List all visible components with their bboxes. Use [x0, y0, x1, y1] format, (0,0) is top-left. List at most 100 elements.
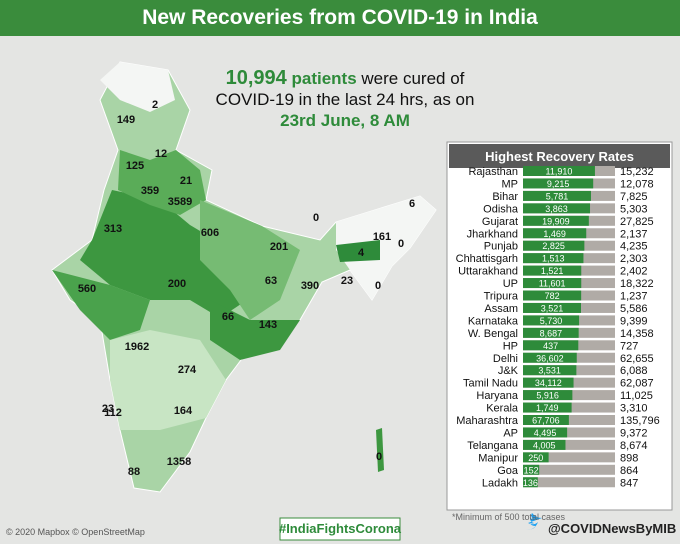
headline-text: were cured of COVID-19 in the last 24 hr…: [215, 69, 475, 109]
map-credit: © 2020 Mapbox © OpenStreetMap: [6, 527, 145, 537]
headline: 10,994 patients were cured of COVID-19 i…: [215, 68, 475, 131]
recovered-bar: [523, 315, 580, 326]
state-name: Haryana: [476, 390, 518, 402]
region: [80, 190, 262, 318]
map-label: 313: [104, 223, 122, 235]
state-name: Punjab: [484, 241, 518, 253]
state-name: HP: [503, 340, 518, 352]
total-label: 5,586: [620, 303, 648, 315]
map-label: 23: [341, 275, 353, 287]
recovered-label: 11,601: [539, 279, 566, 289]
state-name: Jharkhand: [467, 228, 518, 240]
map-label: 1358: [167, 456, 191, 468]
total-label: 864: [620, 465, 638, 477]
recovered-label: 11,910: [546, 167, 573, 177]
state-name: UP: [503, 278, 518, 290]
total-label: 14,358: [620, 328, 654, 340]
map-label: 0: [376, 451, 382, 463]
recovered-label: 2,825: [542, 241, 565, 251]
headline-date: 23rd June, 8 AM: [280, 111, 410, 130]
state-name: MP: [502, 178, 519, 190]
hashtag-box: [279, 517, 401, 541]
recovered-bar: [523, 203, 591, 214]
recovered-label: 250: [528, 453, 543, 463]
total-label: 6,088: [620, 365, 648, 377]
total-label: 9,372: [620, 427, 648, 439]
recovered-bar: [523, 415, 569, 425]
map-label: 66: [222, 311, 234, 323]
hashtag: #IndiaFightsCorona: [279, 521, 402, 536]
recovered-bar: [523, 253, 584, 264]
recovered-bar: [523, 439, 566, 450]
region: [336, 196, 436, 300]
state-name: Ladakh: [482, 477, 518, 489]
state-name: Delhi: [493, 353, 518, 365]
recovered-bar: [523, 178, 594, 189]
recovered-label: 5,730: [540, 316, 563, 326]
recovered-label: 5,781: [546, 191, 569, 201]
state-name: Kerala: [486, 403, 519, 415]
total-bar: [523, 477, 615, 488]
state-name: Tripura: [484, 291, 519, 303]
state-name: Rajasthan: [468, 166, 518, 178]
map-label: 63: [265, 275, 277, 287]
recovered-bar: [523, 166, 595, 176]
map-label: 274: [178, 364, 197, 376]
state-name: Bihar: [492, 191, 518, 203]
recovered-label: 1,749: [536, 403, 559, 413]
footnote: *Minimum of 500 total cases: [452, 512, 566, 522]
map-label: 560: [78, 283, 96, 295]
state-name: Goa: [497, 465, 519, 477]
total-bar: [523, 452, 615, 463]
recovered-bar: [523, 452, 549, 463]
recovered-bar: [523, 365, 577, 376]
map-label: 23: [102, 403, 114, 415]
recovered-label: 9,215: [547, 179, 570, 189]
map-label: 606: [201, 227, 219, 239]
map-label: 0: [313, 212, 319, 224]
recovered-bar: [523, 327, 579, 338]
recovered-label: 4,005: [533, 440, 556, 450]
region: [336, 240, 380, 262]
count-unit: patients: [291, 69, 357, 88]
recovered-label: 1,513: [542, 254, 565, 264]
map-label: 125: [126, 160, 144, 172]
map-label: 4: [358, 247, 365, 259]
total-label: 3,310: [620, 403, 648, 415]
total-label: 9,399: [620, 315, 648, 327]
state-name: Uttarakhand: [458, 266, 518, 278]
recovered-label: 437: [543, 341, 558, 351]
total-label: 2,303: [620, 253, 648, 265]
recovered-bar: [523, 228, 587, 239]
map-label: 6: [409, 198, 415, 210]
total-bar: [523, 427, 615, 438]
total-label: 5,303: [620, 203, 648, 215]
recovered-bar: [523, 290, 582, 301]
recovered-label: 67,706: [532, 416, 560, 426]
recovered-label: 782: [545, 291, 560, 301]
map-label: 0: [375, 280, 381, 292]
map-label: 143: [259, 319, 277, 331]
map-label: 2: [152, 99, 158, 111]
total-label: 898: [620, 452, 638, 464]
state-name: W. Bengal: [468, 328, 518, 340]
total-bar: [523, 439, 615, 450]
recovered-label: 8,687: [540, 328, 563, 338]
recovered-bar: [523, 377, 574, 388]
total-label: 2,137: [620, 228, 648, 240]
total-label: 7,825: [620, 191, 648, 203]
total-label: 15,232: [620, 166, 654, 178]
recovered-bar: [523, 278, 582, 289]
recovered-label: 3,521: [541, 303, 564, 313]
map-label: 12: [155, 148, 167, 160]
total-label: 8,674: [620, 440, 648, 452]
header-title: New Recoveries from COVID-19 in India: [0, 0, 680, 36]
total-label: 727: [620, 340, 638, 352]
total-bar: [523, 415, 615, 425]
state-name: Gujarat: [482, 216, 518, 228]
recovered-bar: [523, 402, 572, 413]
map-label: 200: [168, 278, 186, 290]
state-name: AP: [503, 427, 518, 439]
